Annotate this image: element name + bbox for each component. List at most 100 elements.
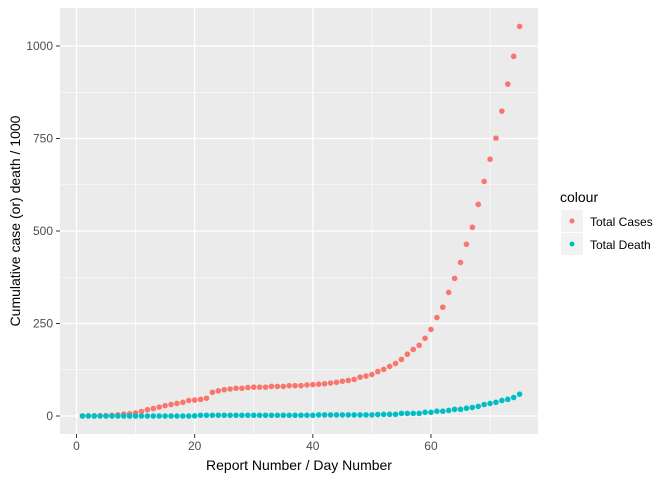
point-total-death bbox=[197, 412, 204, 419]
point-total-death bbox=[132, 413, 139, 419]
point-total-death bbox=[375, 411, 381, 418]
legend-marker-total-cases bbox=[569, 218, 575, 224]
point-total-cases bbox=[428, 326, 434, 333]
point-total-death bbox=[369, 412, 375, 418]
point-total-cases bbox=[345, 377, 352, 384]
point-total-death bbox=[422, 409, 428, 416]
point-total-death bbox=[499, 397, 505, 404]
point-total-cases bbox=[410, 346, 417, 353]
point-total-cases bbox=[422, 335, 428, 342]
point-total-death bbox=[451, 406, 458, 413]
point-total-cases bbox=[333, 379, 340, 386]
point-total-death bbox=[262, 412, 269, 419]
point-total-death bbox=[410, 410, 417, 417]
point-total-cases bbox=[380, 366, 387, 373]
point-total-cases bbox=[191, 397, 198, 403]
point-total-death bbox=[109, 413, 115, 419]
point-total-cases bbox=[150, 405, 157, 412]
point-total-death bbox=[79, 413, 86, 419]
point-total-death bbox=[445, 407, 452, 414]
point-total-cases bbox=[457, 259, 464, 266]
x-tick-label: 40 bbox=[306, 439, 320, 453]
point-total-death bbox=[274, 412, 281, 419]
point-total-death bbox=[292, 412, 298, 419]
point-total-cases bbox=[227, 386, 233, 392]
legend-label-total-death: Total Death bbox=[590, 238, 651, 252]
point-total-cases bbox=[203, 395, 210, 402]
legend-title: colour bbox=[560, 189, 598, 205]
point-total-death bbox=[315, 412, 322, 418]
point-total-cases bbox=[138, 408, 145, 415]
point-total-cases bbox=[504, 81, 511, 87]
point-total-death bbox=[327, 412, 334, 418]
point-total-cases bbox=[363, 373, 369, 379]
point-total-death bbox=[404, 410, 411, 417]
y-tick-label: 0 bbox=[46, 409, 53, 423]
point-total-cases bbox=[499, 108, 505, 114]
point-total-cases bbox=[481, 178, 487, 185]
point-total-death bbox=[97, 413, 103, 419]
y-axis-label: Cumulative case (or) death / 1000 bbox=[7, 115, 23, 326]
point-total-death bbox=[439, 408, 446, 414]
point-total-cases bbox=[292, 382, 298, 389]
point-total-cases bbox=[469, 224, 476, 231]
point-total-cases bbox=[250, 384, 257, 390]
point-total-death bbox=[345, 412, 352, 418]
point-total-death bbox=[191, 413, 198, 419]
point-total-cases bbox=[357, 374, 363, 380]
point-total-cases bbox=[310, 381, 316, 388]
point-total-death bbox=[150, 413, 157, 419]
point-total-death bbox=[180, 413, 186, 419]
point-total-death bbox=[298, 412, 304, 419]
point-total-cases bbox=[298, 382, 304, 389]
point-total-death bbox=[203, 412, 210, 419]
point-total-cases bbox=[245, 384, 251, 391]
point-total-death bbox=[233, 412, 239, 419]
point-total-death bbox=[487, 400, 493, 407]
point-total-death bbox=[168, 413, 174, 419]
point-total-death bbox=[162, 413, 168, 419]
point-total-cases bbox=[392, 360, 399, 367]
x-tick-label: 0 bbox=[73, 439, 80, 453]
point-total-cases bbox=[174, 400, 180, 407]
point-total-cases bbox=[510, 53, 517, 60]
point-total-death bbox=[457, 406, 464, 413]
point-total-death bbox=[286, 412, 292, 419]
point-total-death bbox=[475, 403, 482, 410]
point-total-death bbox=[469, 404, 476, 411]
point-total-death bbox=[392, 411, 399, 418]
point-total-cases bbox=[274, 383, 281, 390]
point-total-death bbox=[481, 401, 487, 408]
point-total-death bbox=[398, 410, 405, 417]
point-total-cases bbox=[404, 351, 411, 358]
point-total-cases bbox=[386, 363, 393, 370]
point-total-death bbox=[380, 411, 387, 418]
legend-label-total-cases: Total Cases bbox=[590, 215, 653, 229]
point-total-cases bbox=[398, 356, 405, 363]
point-total-cases bbox=[434, 314, 440, 321]
point-total-cases bbox=[280, 383, 287, 390]
point-total-death bbox=[434, 408, 440, 414]
point-total-cases bbox=[451, 275, 458, 282]
point-total-death bbox=[321, 412, 328, 418]
point-total-cases bbox=[493, 135, 499, 141]
point-total-death bbox=[156, 413, 163, 419]
point-total-cases bbox=[239, 385, 245, 392]
point-total-cases bbox=[369, 371, 375, 378]
point-total-cases bbox=[209, 389, 216, 396]
point-total-cases bbox=[262, 384, 269, 390]
point-total-cases bbox=[439, 304, 446, 311]
axes: 0 20 40 60 0 250 500 750 1000 bbox=[26, 39, 438, 453]
point-total-cases bbox=[351, 376, 357, 383]
point-total-death bbox=[144, 413, 151, 419]
point-total-death bbox=[245, 412, 251, 419]
point-total-death bbox=[174, 413, 180, 419]
point-total-death bbox=[126, 413, 133, 419]
point-total-death bbox=[209, 412, 216, 419]
point-total-death bbox=[504, 396, 511, 403]
point-total-death bbox=[268, 412, 275, 419]
point-total-death bbox=[239, 412, 245, 419]
point-total-death bbox=[85, 413, 92, 419]
point-total-death bbox=[428, 409, 434, 416]
